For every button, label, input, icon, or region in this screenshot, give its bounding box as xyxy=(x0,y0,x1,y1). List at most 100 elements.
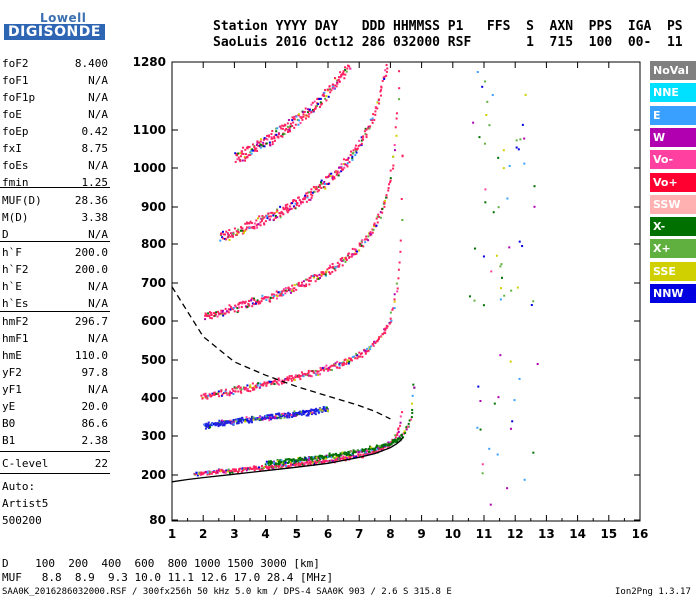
echo-point xyxy=(277,416,280,419)
y-tick-label: 600 xyxy=(141,314,166,328)
echo-point xyxy=(271,464,274,467)
echo-point xyxy=(378,102,381,105)
echo-point xyxy=(294,375,297,378)
echo-point xyxy=(258,386,261,389)
echo-point xyxy=(227,468,230,471)
echo-point xyxy=(375,224,378,227)
echo-point xyxy=(306,194,309,197)
echo-point xyxy=(269,465,272,468)
echo-point xyxy=(372,225,375,228)
echo-point xyxy=(247,145,250,148)
echo-point xyxy=(266,414,269,417)
echo-point xyxy=(297,196,300,199)
noise-point xyxy=(499,298,502,301)
echo-point xyxy=(322,406,325,409)
echo-point xyxy=(251,297,254,300)
echo-point xyxy=(265,460,268,463)
echo-point xyxy=(343,456,346,459)
echo-point xyxy=(324,89,327,92)
echo-point xyxy=(231,388,234,391)
echo-point xyxy=(274,464,277,467)
echo-point xyxy=(270,211,273,214)
echo-point xyxy=(323,94,326,97)
echo-point xyxy=(268,218,271,221)
echo-point xyxy=(328,173,331,176)
echo-point xyxy=(238,468,241,471)
param-row: h`F 200.0 xyxy=(2,246,108,262)
echo-point xyxy=(383,77,386,80)
echo-point xyxy=(240,306,243,309)
echo-point xyxy=(369,448,372,451)
echo-point xyxy=(213,315,216,318)
echo-point xyxy=(412,383,415,386)
echo-point xyxy=(352,149,355,152)
echo-point xyxy=(381,445,384,448)
echo-point xyxy=(342,455,345,458)
echo-point xyxy=(383,328,386,331)
echo-point xyxy=(208,311,211,314)
echo-point xyxy=(291,284,294,287)
echo-point xyxy=(308,283,311,286)
noise-point xyxy=(532,451,535,454)
echo-point xyxy=(325,95,328,98)
param-value: 3.38 xyxy=(81,211,109,224)
echo-point xyxy=(251,382,254,385)
echo-point xyxy=(333,177,336,180)
echo-point xyxy=(319,276,322,279)
echo-trace xyxy=(264,383,416,467)
echo-point xyxy=(393,298,396,301)
echo-point xyxy=(401,219,404,222)
echo-point xyxy=(388,183,391,186)
echo-point xyxy=(374,107,377,110)
echo-point xyxy=(285,209,288,212)
echo-point xyxy=(211,422,214,425)
echo-point xyxy=(243,302,246,305)
echo-point xyxy=(294,459,297,462)
param-value: 110.0 xyxy=(74,349,108,362)
echo-point xyxy=(227,308,230,311)
echo-point xyxy=(253,388,256,391)
echo-point xyxy=(221,309,224,312)
y-tick-label: 80 xyxy=(149,513,166,527)
echo-point xyxy=(319,408,322,411)
noise-point xyxy=(521,123,524,126)
echo-point xyxy=(405,428,408,431)
echo-point xyxy=(315,456,318,459)
echo-point xyxy=(385,194,388,197)
echo-point xyxy=(227,421,230,424)
echo-trace xyxy=(204,70,401,321)
echo-point xyxy=(348,255,351,258)
echo-point xyxy=(234,305,237,308)
echo-point xyxy=(324,406,327,409)
echo-point xyxy=(284,287,287,290)
echo-point xyxy=(297,114,300,117)
noise-point xyxy=(490,270,493,273)
echo-point xyxy=(307,108,310,111)
echo-point xyxy=(244,153,247,156)
echo-point xyxy=(296,118,299,121)
echo-point xyxy=(296,283,299,286)
echo-point xyxy=(321,410,324,413)
echo-point xyxy=(359,353,362,356)
echo-point xyxy=(317,411,320,414)
echo-point xyxy=(297,284,300,287)
noise-point xyxy=(517,148,520,151)
echo-point xyxy=(240,419,243,422)
echo-point xyxy=(411,411,414,414)
echo-point xyxy=(353,456,356,459)
echo-point xyxy=(269,416,272,419)
echo-point xyxy=(309,463,312,466)
echo-point xyxy=(346,360,349,363)
echo-point xyxy=(273,463,276,466)
echo-point xyxy=(274,216,277,219)
echo-point xyxy=(297,283,300,286)
echo-point xyxy=(270,380,273,383)
echo-point xyxy=(378,336,381,339)
echo-point xyxy=(305,200,308,203)
echo-point xyxy=(273,383,276,386)
echo-point xyxy=(237,422,240,425)
echo-point xyxy=(299,202,302,205)
x-tick-label: 6 xyxy=(324,527,332,541)
echo-point xyxy=(275,210,278,213)
